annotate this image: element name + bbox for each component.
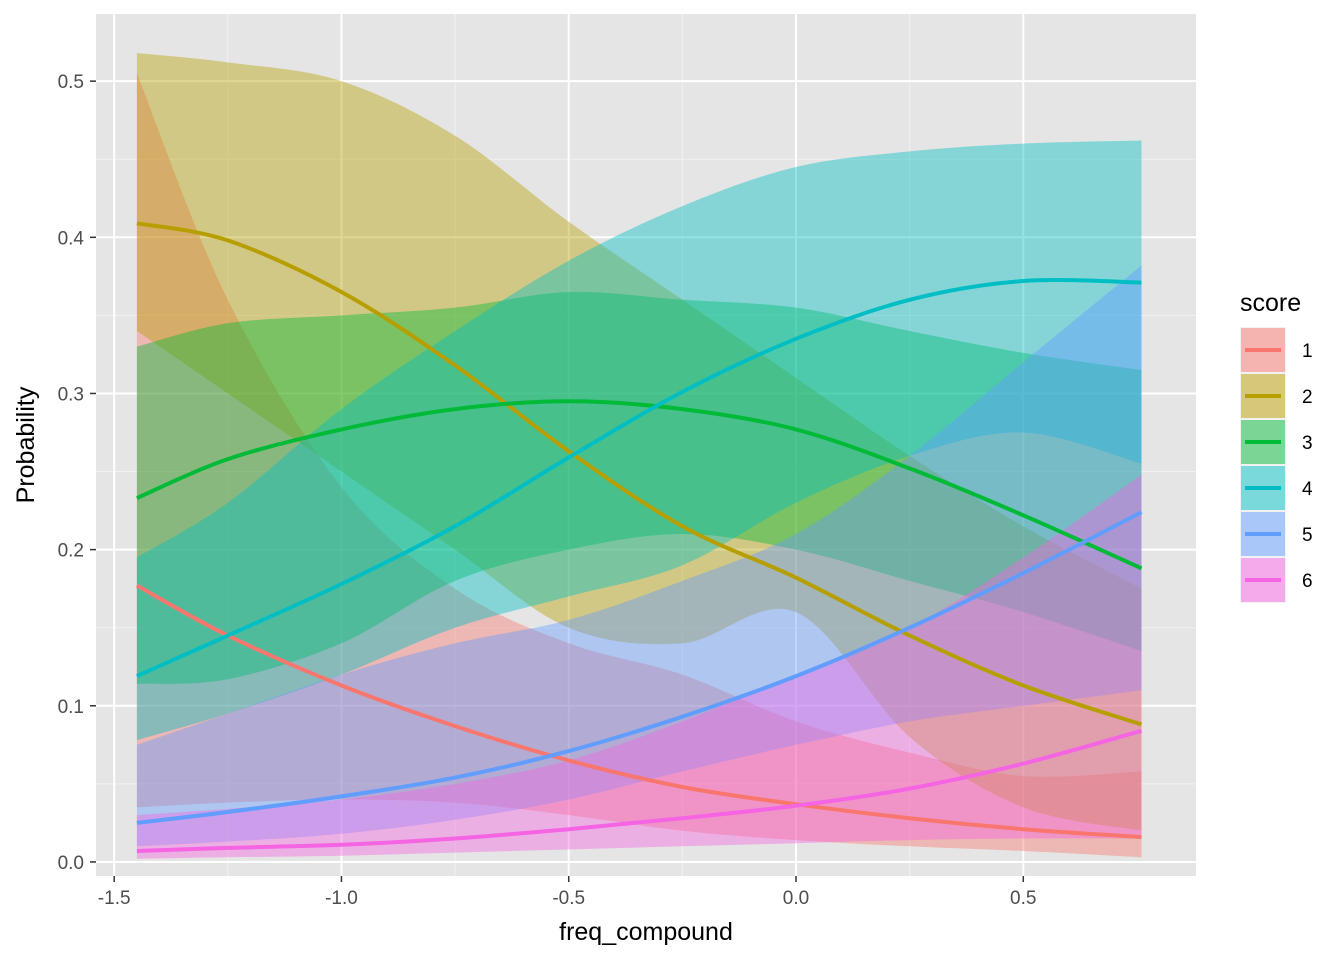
- legend-label: 4: [1302, 479, 1313, 500]
- ribbon-score-1: [136, 73, 1142, 858]
- x-tick-label: 0.0: [783, 888, 809, 909]
- ribbon-score-4: [136, 140, 1142, 741]
- x-tick-label: -1.5: [98, 888, 131, 909]
- legend-label: 6: [1302, 571, 1313, 592]
- y-tick-label: 0.0: [58, 853, 84, 874]
- minor-gridlines: [96, 14, 1196, 876]
- y-axis-title: Probability: [12, 386, 40, 503]
- ribbon-score-3: [136, 291, 1142, 684]
- series-lines: [135, 221, 1143, 853]
- legend-label: 3: [1302, 433, 1313, 454]
- ribbon-score-6: [136, 474, 1142, 859]
- legend-label: 5: [1302, 525, 1313, 546]
- x-axis-title: freq_compound: [559, 918, 733, 946]
- line-score-4: [136, 278, 1142, 678]
- y-tick-label: 0.1: [58, 697, 84, 718]
- legend: score 1 2 3 4 5 6: [1240, 289, 1313, 603]
- line-score-5: [136, 510, 1143, 825]
- line-score-6: [136, 728, 1143, 853]
- x-tick-label: -0.5: [552, 888, 585, 909]
- line-score-2: [136, 221, 1143, 727]
- major-gridlines: [96, 14, 1196, 876]
- line-score-3: [136, 399, 1143, 571]
- x-axis: -1.5 -1.0 -0.5 0.0 0.5: [98, 876, 1036, 909]
- legend-label: 2: [1302, 387, 1313, 408]
- y-axis: 0.0 0.1 0.2 0.3 0.4 0.5: [58, 72, 96, 874]
- x-tick-label: -1.0: [325, 888, 358, 909]
- x-tick-label: 0.5: [1010, 888, 1036, 909]
- y-tick-label: 0.3: [58, 384, 84, 405]
- legend-title: score: [1240, 289, 1301, 317]
- y-tick-label: 0.5: [58, 72, 84, 93]
- y-tick-label: 0.2: [58, 541, 84, 562]
- line-score-1: [135, 583, 1142, 839]
- legend-label: 1: [1302, 341, 1313, 362]
- y-tick-label: 0.4: [58, 228, 85, 249]
